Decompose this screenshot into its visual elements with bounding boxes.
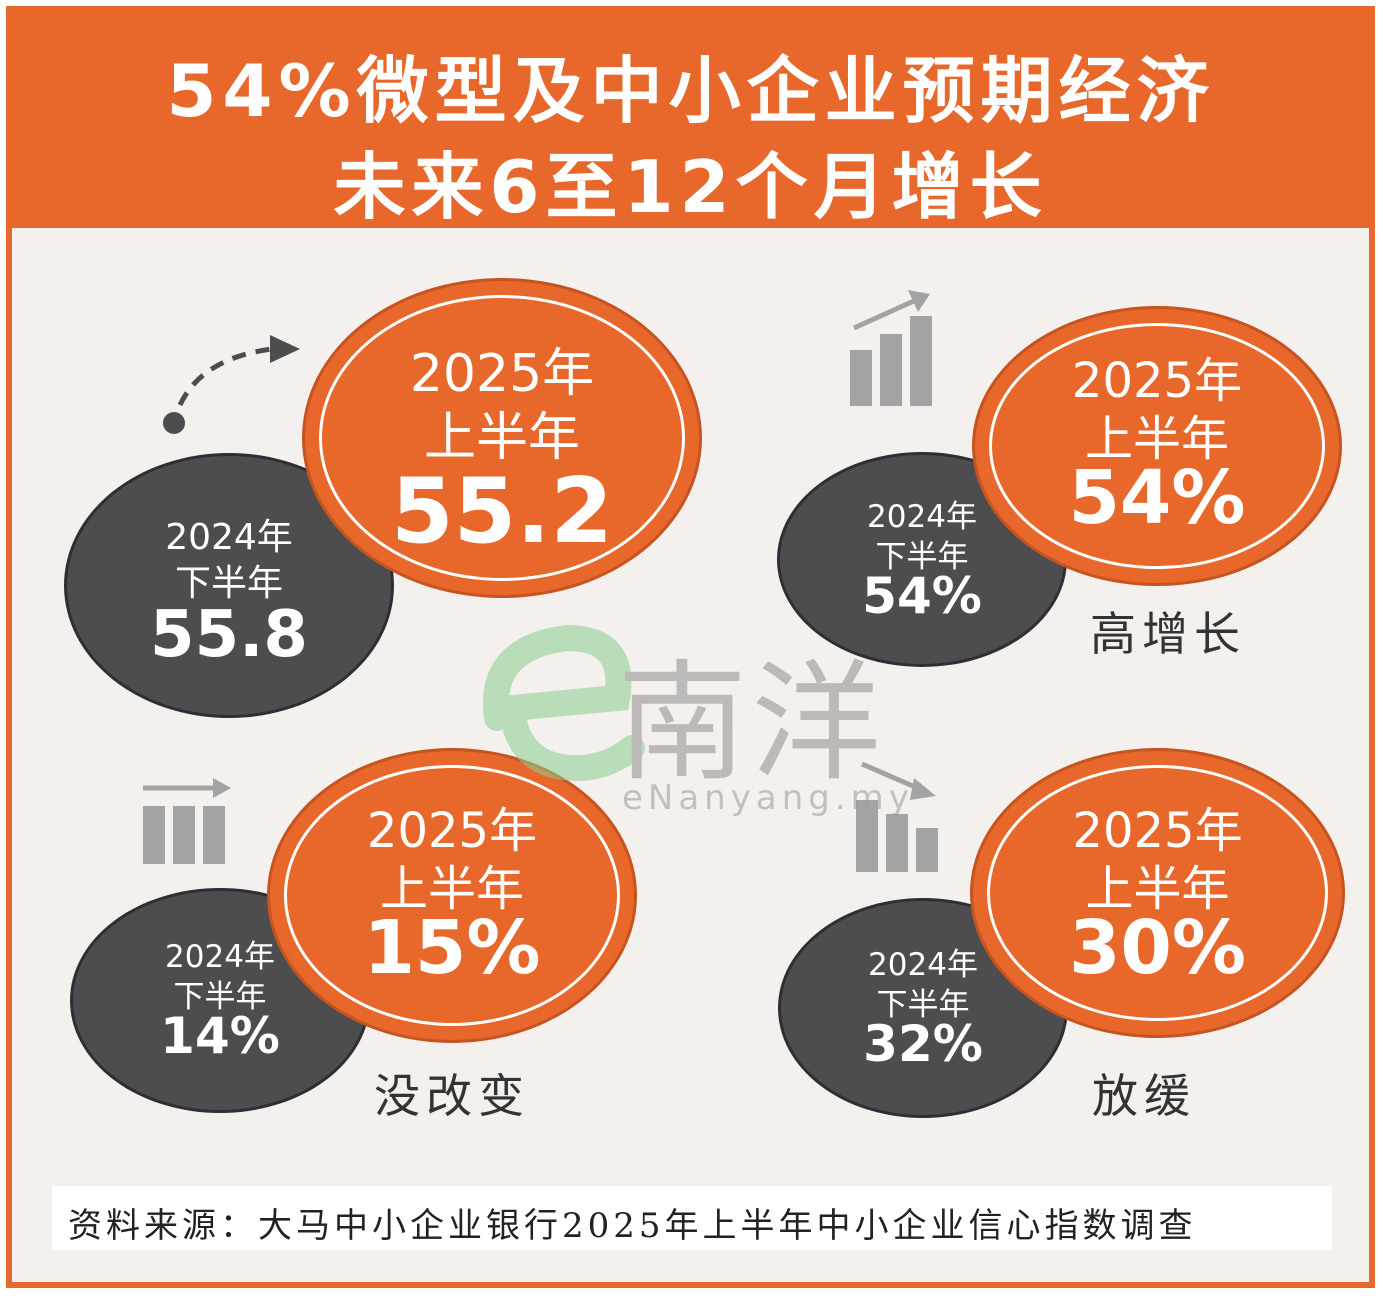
previous-period-line2: 下半年 [173, 979, 267, 1015]
watermark: 南洋 eNanyang.my [457, 608, 927, 828]
previous-period-line2: 下半年 [174, 563, 283, 604]
rising-bars-icon [850, 290, 932, 406]
previous-value: 55.8 [150, 598, 308, 672]
current-period-line1: 2025年 [1072, 803, 1243, 859]
current-circle-slowing: 2025年 上半年 30% [970, 748, 1345, 1038]
previous-value: 14% [160, 1007, 280, 1065]
current-circle-no-change: 2025年 上半年 15% [267, 748, 637, 1043]
current-circle-index: 2025年 上半年 55.2 [302, 278, 702, 598]
current-circle-high: 2025年 上半年 54% [972, 306, 1342, 586]
title-line-1: 54%微型及中小企业预期经济 [166, 49, 1215, 133]
enanyang-logo-icon [482, 624, 645, 782]
content-panel: 2024年 下半年 55.8 2025年 上半年 55.2 2024年 下半年 … [12, 228, 1369, 1282]
current-period-line2: 上半年 [379, 861, 524, 917]
current-period-line1: 2025年 [1071, 353, 1243, 409]
caption-high-growth: 高增长 [1090, 607, 1246, 661]
inner-ring [987, 765, 1328, 1021]
current-value: 15% [363, 905, 541, 991]
caption-slowing: 放缓 [1092, 1069, 1196, 1123]
inner-ring [284, 765, 620, 1026]
source-note: 资料来源：大马中小企业银行2025年上半年中小企业信心指数调查 [52, 1186, 1332, 1250]
previous-period-line1: 2024年 [867, 499, 977, 535]
current-value: 30% [1068, 905, 1247, 991]
current-period-line2: 上半年 [1084, 411, 1229, 467]
inner-ring [989, 323, 1325, 569]
current-period-line2: 上半年 [423, 408, 580, 468]
title-line-2: 未来6至12个月增长 [333, 145, 1048, 229]
current-period-line2: 上半年 [1085, 861, 1230, 917]
flat-bars-icon [143, 778, 231, 864]
previous-value: 54% [862, 567, 982, 625]
inner-ring [319, 295, 685, 581]
previous-period-line2: 下半年 [876, 987, 970, 1023]
infographic-frame: 54%微型及中小企业预期经济 未来6至12个月增长 2024年 下半年 55.8… [6, 6, 1375, 1288]
watermark-domain: eNanyang.my [622, 778, 914, 818]
previous-period-line1: 2024年 [165, 517, 293, 558]
current-period-line1: 2025年 [409, 344, 595, 404]
previous-period-line2: 下半年 [875, 539, 969, 575]
source-text: 资料来源：大马中小企业银行2025年上半年中小企业信心指数调查 [68, 1206, 1197, 1246]
watermark-brand: 南洋 [617, 647, 886, 799]
header: 54%微型及中小企业预期经济 未来6至12个月增长 [6, 6, 1375, 229]
falling-bars-icon [856, 761, 938, 872]
current-value: 55.2 [390, 459, 614, 564]
previous-value: 32% [863, 1015, 983, 1073]
previous-period-line1: 2024年 [868, 947, 978, 983]
current-period-line1: 2025年 [366, 803, 538, 859]
dashed-arrow-icon [163, 335, 300, 434]
current-value: 54% [1068, 455, 1246, 541]
caption-no-change: 没改变 [374, 1069, 530, 1123]
previous-period-line1: 2024年 [165, 939, 275, 975]
